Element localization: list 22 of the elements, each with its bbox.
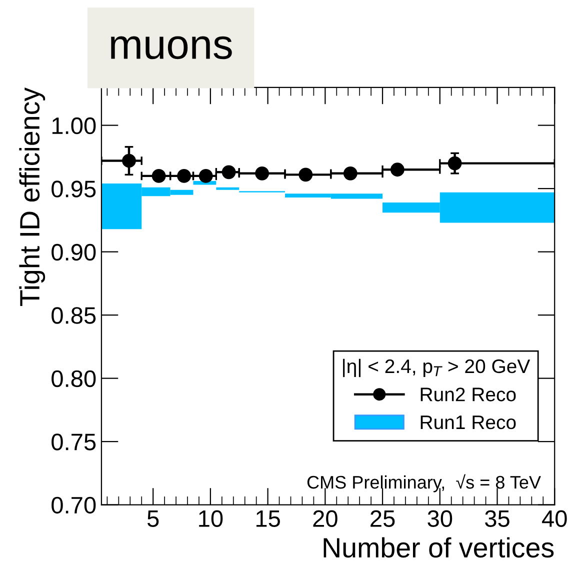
x-tick-label: 35	[485, 510, 510, 527]
y-axis-title: Tight ID efficiency	[19, 87, 46, 306]
y-tick-label: 0.70	[52, 496, 96, 514]
x-tick-label: 10	[199, 510, 223, 527]
legend-title: |η| < 2.4, p$_{T}$ > 20 GeV	[343, 358, 530, 378]
y-tick-label: 0.95	[52, 180, 96, 198]
legend-label: Run2 Reco	[420, 388, 516, 402]
x-tick-label: 25	[370, 510, 395, 527]
x-axis-title: Number of vertices	[324, 537, 554, 558]
x-tick-label: 30	[428, 510, 452, 527]
y-tick-label: 0.85	[52, 307, 96, 324]
y-tick-label: 0.90	[52, 244, 96, 261]
x-tick-label: 40	[542, 510, 567, 527]
x-tick-label: 20	[313, 510, 338, 527]
chart-title: muons	[111, 36, 232, 60]
x-tick-label: 5	[147, 510, 159, 527]
legend-label: Run1 Reco	[420, 416, 516, 430]
y-tick-label: 0.80	[52, 370, 96, 388]
y-tick-label: 0.75	[52, 434, 96, 450]
x-tick-label: 15	[256, 510, 280, 527]
y-tick-label: 1.00	[52, 117, 96, 134]
annotation: CMS Preliminary, √s = 8 TeV	[307, 474, 541, 492]
